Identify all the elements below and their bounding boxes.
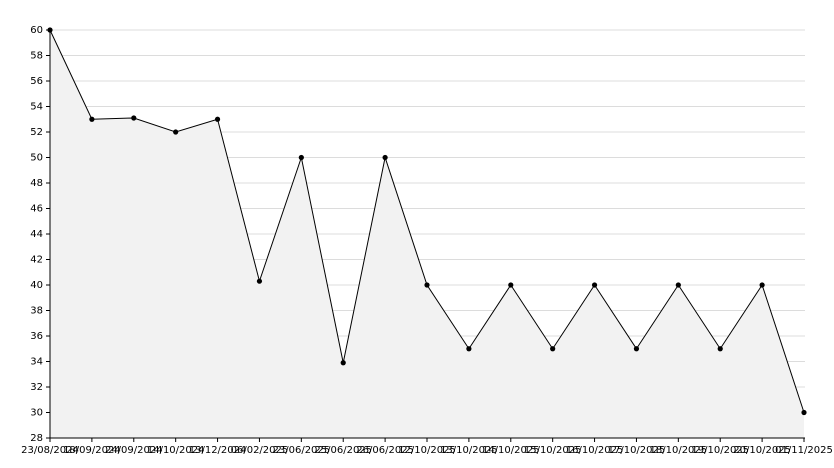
y-tick-label: 48 [30,178,43,189]
point [508,282,514,288]
x-tick-label: 24/09/2024 [105,445,163,456]
x-tick-label: 19/10/2025 [691,445,749,456]
y-tick-label: 42 [30,255,43,266]
y-tick-label: 58 [30,51,43,62]
y-tick-label: 60 [30,25,43,36]
x-tick-label: 15/10/2025 [524,445,582,456]
point [89,116,95,122]
y-tick-label: 30 [30,408,43,419]
x-tick-label: 06/02/2025 [231,445,289,456]
point [256,278,263,284]
point [591,282,598,288]
x-tick-label: 18/10/2025 [650,445,708,456]
y-tick-label: 52 [30,127,43,138]
x-tick-label: 25/06/2025 [314,445,372,456]
point [759,282,765,288]
x-tick-label: 13/10/2025 [440,445,498,456]
x-tick-label: 23/06/2025 [273,445,331,456]
point [675,282,681,288]
x-tick-label: 17/10/2025 [608,445,666,456]
point [550,346,556,352]
y-tick-label: 34 [30,357,43,368]
point [466,346,472,352]
x-tick-label: 13/12/2024 [189,445,247,456]
point [382,154,388,161]
y-tick-label: 28 [30,433,43,444]
y-tick-label: 36 [30,331,43,342]
x-tick-label: 26/06/2025 [356,445,414,456]
y-tick-label: 56 [30,76,43,87]
x-tick-label: 23/08/2024 [21,445,79,456]
x-tick-label: 14/10/2025 [482,445,540,456]
x-tick-label: 18/09/2024 [63,445,121,456]
x-tick-label: 12/10/2025 [398,445,456,456]
x-tick-label: 01/11/2025 [775,445,833,456]
y-tick-label: 54 [30,102,43,113]
y-tick-label: 46 [30,204,43,215]
point [801,409,807,416]
point [173,129,179,135]
point [717,346,723,352]
y-tick-label: 40 [30,280,43,291]
point [214,116,221,122]
x-tick-label: 16/10/2025 [566,445,624,456]
point [633,346,640,352]
y-tick-label: 32 [30,382,43,393]
point [131,115,137,121]
x-tick-label: 14/10/2024 [147,445,205,456]
x-tick-label: 20/10/2025 [733,445,791,456]
y-tick-label: 44 [30,229,43,240]
point [424,282,430,288]
y-tick-label: 50 [30,153,43,164]
area [50,30,804,438]
point [298,154,304,161]
point [340,360,346,366]
y-tick-label: 38 [30,306,43,317]
